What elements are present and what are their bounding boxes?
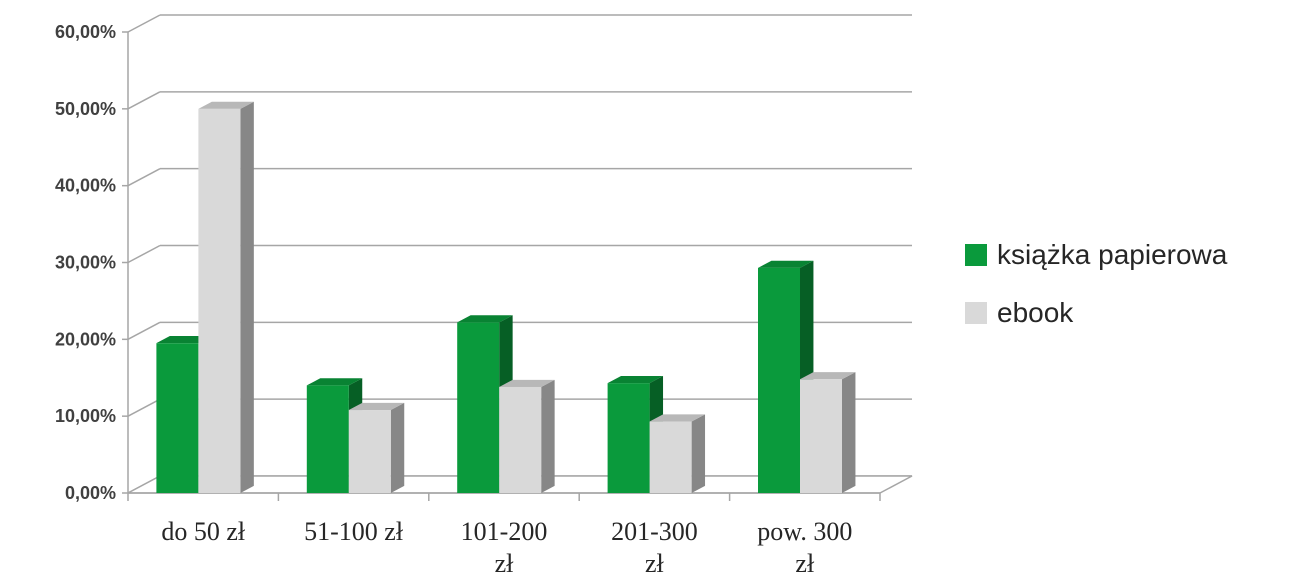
gridline-diagonal	[127, 168, 161, 187]
y-tick-label: 30,00%	[55, 253, 116, 273]
bar-top	[348, 402, 405, 411]
gridline-diagonal	[127, 91, 161, 110]
y-tick-label: 10,00%	[55, 406, 116, 426]
y-tick-label: 50,00%	[55, 99, 116, 119]
bar-side	[240, 101, 254, 494]
legend-swatch	[965, 302, 987, 324]
x-tick-label: pow. 300 zł	[757, 517, 852, 578]
legend-label: ebook	[997, 297, 1074, 328]
legend-item: ebook	[965, 297, 1074, 328]
bar-top	[758, 260, 814, 268]
bar-top	[306, 378, 363, 386]
bar-top	[198, 101, 254, 109]
gridline-diagonal	[127, 14, 161, 33]
x-tick-label: 51-100 zł	[304, 517, 404, 546]
x-tick-label: 101-200 zł	[461, 517, 548, 578]
y-tick-label: 40,00%	[55, 176, 116, 196]
bar-side	[541, 379, 555, 493]
gridline-diagonal	[127, 398, 161, 417]
bar-front	[607, 383, 650, 493]
bar-top	[607, 375, 664, 384]
legend-swatch	[965, 244, 987, 266]
bar	[198, 101, 254, 494]
bar-front	[156, 343, 199, 493]
bar	[348, 402, 405, 493]
bar-top	[457, 315, 513, 323]
bar-side	[390, 402, 405, 493]
y-tick-label: 0,00%	[65, 483, 116, 503]
bar-front	[758, 267, 800, 493]
x-tick-label: 201-300 zł	[611, 517, 698, 578]
legend-item: książka papierowa	[965, 239, 1228, 270]
bar-top	[499, 379, 555, 387]
bar-top	[800, 372, 856, 380]
bar	[800, 372, 856, 493]
x-tick-label: do 50 zł	[161, 517, 246, 546]
bar	[457, 315, 513, 493]
bar-side	[691, 414, 706, 493]
bar-front	[499, 386, 542, 493]
bar-front	[649, 421, 692, 493]
gridline-diagonal	[127, 321, 161, 340]
bar-front	[457, 322, 500, 493]
y-tick-label: 20,00%	[55, 329, 116, 349]
bar-side	[842, 372, 856, 493]
bar-top	[649, 414, 706, 422]
bar-front	[306, 385, 349, 493]
bar-front	[198, 108, 241, 493]
bar	[499, 379, 555, 493]
bar-front	[348, 410, 391, 493]
bar-front	[800, 379, 842, 493]
bar	[649, 414, 706, 493]
y-tick-label: 60,00%	[55, 22, 116, 42]
legend-label: książka papierowa	[997, 239, 1228, 270]
gridline-diagonal	[127, 244, 161, 264]
bar-top	[156, 336, 212, 344]
